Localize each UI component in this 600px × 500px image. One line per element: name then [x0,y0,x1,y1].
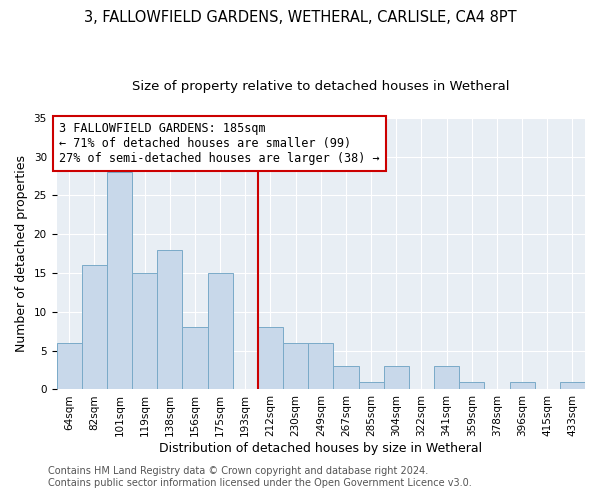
Bar [107,172,132,390]
Bar [208,273,233,390]
X-axis label: Distribution of detached houses by size in Wetheral: Distribution of detached houses by size … [159,442,482,455]
Bar [132,273,157,390]
Text: 3, FALLOWFIELD GARDENS, WETHERAL, CARLISLE, CA4 8PT: 3, FALLOWFIELD GARDENS, WETHERAL, CARLIS… [83,10,517,25]
Bar [308,343,334,390]
Bar [182,328,208,390]
Bar [334,366,359,390]
Bar [434,366,459,390]
Y-axis label: Number of detached properties: Number of detached properties [15,155,28,352]
Bar [283,343,308,390]
Bar [560,382,585,390]
Bar [509,382,535,390]
Text: Contains HM Land Registry data © Crown copyright and database right 2024.
Contai: Contains HM Land Registry data © Crown c… [48,466,472,487]
Title: Size of property relative to detached houses in Wetheral: Size of property relative to detached ho… [132,80,509,93]
Bar [56,343,82,390]
Bar [383,366,409,390]
Bar [82,266,107,390]
Bar [359,382,383,390]
Text: 3 FALLOWFIELD GARDENS: 185sqm
← 71% of detached houses are smaller (99)
27% of s: 3 FALLOWFIELD GARDENS: 185sqm ← 71% of d… [59,122,380,164]
Bar [258,328,283,390]
Bar [459,382,484,390]
Bar [157,250,182,390]
